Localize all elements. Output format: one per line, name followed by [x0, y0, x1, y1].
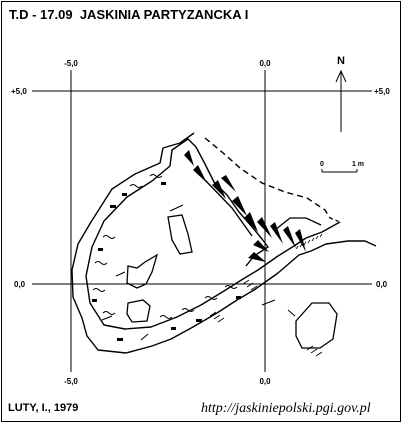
grid-label-upper-right: +5,0	[374, 87, 390, 96]
sediment-symbols	[92, 174, 238, 319]
gravel-patches	[209, 279, 323, 357]
rock-lip	[274, 217, 322, 231]
grid-label-bottom-left: -5,0	[64, 377, 78, 386]
cave-plan	[71, 132, 377, 354]
scale-bar: 0 1 m	[320, 161, 364, 173]
author-credit: LUTY, I., 1979	[8, 402, 79, 414]
cave-code: T.D - 17.09	[9, 7, 73, 22]
slope-ticks	[295, 233, 323, 250]
grid-label-top-right: 0,0	[259, 59, 271, 68]
cave-inner-wall	[85, 165, 341, 330]
rock-block	[126, 299, 151, 323]
grid-label-bottom-right: 0,0	[259, 377, 271, 386]
scale-end-label: 1 m	[352, 161, 364, 168]
edge-arrows	[101, 204, 296, 341]
coordinate-grid	[32, 70, 372, 372]
cave-wall-diagonal	[204, 179, 253, 237]
grid-label-lower-right: 0,0	[376, 280, 388, 289]
rock-column-1	[167, 214, 193, 255]
grid-label-top-left: -5,0	[64, 59, 78, 68]
cave-outer-wall	[71, 132, 377, 354]
dripline-dashed	[204, 137, 331, 219]
grid-label-upper-left: +5,0	[11, 87, 27, 96]
scale-start-label: 0	[320, 161, 324, 168]
map-title: T.D - 17.09 JASKINIA PARTYZANCKA I	[9, 7, 248, 22]
isolated-rock	[295, 302, 338, 349]
cave-name: JASKINIA PARTYZANCKA I	[79, 7, 249, 22]
north-arrow-icon: N	[335, 55, 347, 132]
entrance-dashed	[329, 217, 341, 223]
grid-label-lower-left: 0,0	[14, 280, 26, 289]
rock-features	[126, 214, 338, 349]
boulders	[92, 182, 241, 341]
north-label: N	[337, 55, 345, 67]
cave-north-wall	[169, 138, 269, 267]
slope-hatching	[184, 150, 306, 262]
source-link[interactable]: http://jaskiniepolski.pgi.gov.pl	[201, 401, 371, 416]
rock-column-2	[126, 253, 159, 289]
